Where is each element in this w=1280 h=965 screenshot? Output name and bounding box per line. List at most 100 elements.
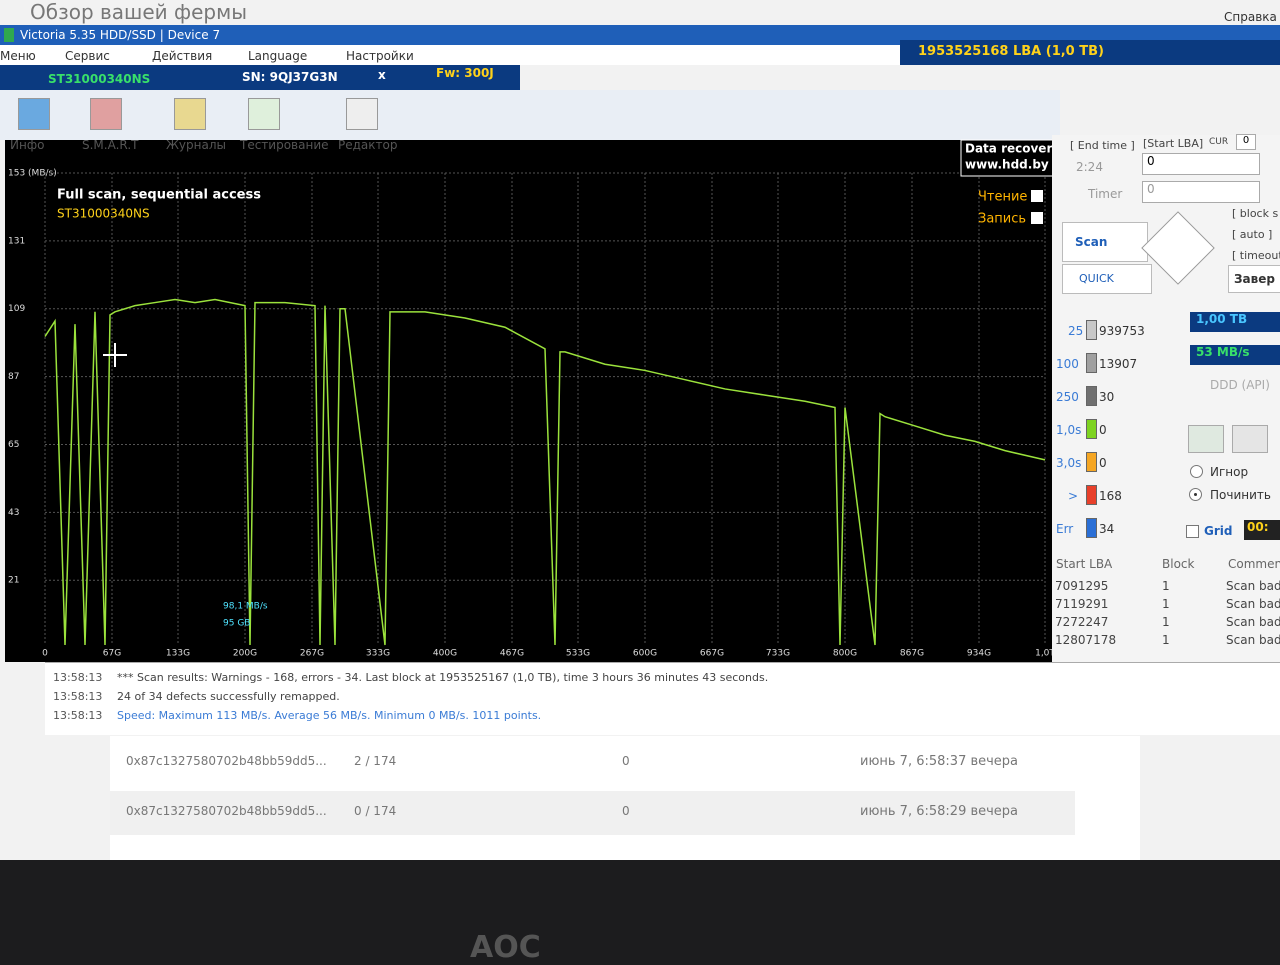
x-tick-label: 200G bbox=[233, 649, 257, 659]
checkbox[interactable] bbox=[1186, 525, 1199, 538]
log-panel: 13:58:13 *** Scan results: Warnings - 168… bbox=[45, 662, 1280, 735]
toolbar-icon[interactable] bbox=[248, 98, 280, 130]
table-cell: 0x87c1327580702b48bb59dd5... bbox=[126, 804, 327, 818]
toolbar-icon[interactable] bbox=[346, 98, 378, 130]
toolbar-label[interactable]: Тестирование bbox=[240, 138, 329, 152]
table-cell: 1 bbox=[1162, 615, 1170, 629]
x-tick-label: 934G bbox=[967, 649, 991, 659]
monitor-brand: AOC bbox=[470, 930, 541, 965]
field[interactable]: 0 bbox=[1142, 181, 1260, 203]
x-tick-label: 1,0T bbox=[1035, 649, 1055, 659]
play-button[interactable] bbox=[1188, 425, 1224, 453]
app-icon bbox=[4, 28, 14, 42]
table-cell: 1 bbox=[1162, 597, 1170, 611]
toolbar-label[interactable]: Редактор bbox=[338, 138, 398, 152]
legend-checkbox bbox=[1031, 212, 1043, 224]
x-tick-label: 800G bbox=[833, 649, 857, 659]
clock: 00: bbox=[1244, 520, 1280, 540]
time-field: 2:24 bbox=[1076, 160, 1103, 174]
block-swatch bbox=[1086, 518, 1097, 538]
block-label: 3,0s bbox=[1056, 456, 1082, 470]
table-header: Start LBA bbox=[1056, 557, 1113, 571]
quick-button[interactable]: QUICK bbox=[1062, 264, 1152, 294]
toolbar-label[interactable]: Журналы bbox=[166, 138, 226, 152]
toolbar-icon[interactable] bbox=[90, 98, 122, 130]
table-cell: июнь 7, 6:58:29 вечера bbox=[860, 804, 1019, 819]
toolbar bbox=[0, 90, 1060, 140]
radio-label: Починить bbox=[1210, 488, 1271, 502]
help-link[interactable]: Справка bbox=[1224, 10, 1277, 24]
menu-item[interactable]: Действия bbox=[152, 49, 213, 63]
block-label: 1,0s bbox=[1056, 423, 1082, 437]
row-background bbox=[110, 741, 1075, 785]
x-tick-label: 67G bbox=[103, 649, 121, 659]
annotation: 95 GB bbox=[223, 619, 250, 629]
table-cell: Scan bad bbox=[1226, 633, 1280, 647]
menu-item[interactable]: Сервис bbox=[65, 49, 110, 63]
log-time: 13:58:13 bbox=[53, 671, 103, 684]
option: [ block s bbox=[1232, 207, 1279, 220]
size-display: 1,00 TB bbox=[1190, 312, 1280, 332]
badge bbox=[960, 139, 1057, 177]
plot-background bbox=[5, 140, 1055, 662]
menu-item[interactable]: Меню bbox=[0, 49, 36, 63]
badge-text: www.hdd.by bbox=[965, 158, 1049, 172]
block-count: 0 bbox=[1099, 456, 1107, 470]
block-count: 13907 bbox=[1099, 357, 1138, 371]
label: [ End time ] bbox=[1070, 139, 1135, 152]
x-tick-label: 467G bbox=[500, 649, 524, 659]
menu-item[interactable]: Language bbox=[248, 49, 308, 63]
log-text: Speed: Maximum 113 MB/s. Average 56 MB/s… bbox=[117, 709, 542, 722]
y-tick-label: 43 bbox=[8, 508, 19, 518]
block-swatch bbox=[1086, 353, 1097, 373]
block-count: 34 bbox=[1099, 522, 1115, 536]
block-swatch bbox=[1086, 485, 1097, 505]
capacity-bar bbox=[900, 40, 1280, 65]
y-tick-label: 87 bbox=[8, 372, 19, 382]
table-header: Block bbox=[1162, 557, 1195, 571]
table-header: Commen bbox=[1228, 557, 1280, 571]
x-tick-label: 333G bbox=[366, 649, 390, 659]
table-cell: 0 / 174 bbox=[354, 804, 397, 818]
table-cell: 1 bbox=[1162, 633, 1170, 647]
log-text: 24 of 34 defects successfully remapped. bbox=[117, 690, 340, 703]
menu-bar bbox=[0, 45, 900, 65]
drive-bar bbox=[0, 65, 520, 90]
block-label: 25 bbox=[1068, 324, 1084, 338]
block-swatch bbox=[1086, 320, 1097, 340]
toolbar-label[interactable]: S.M.A.R.T bbox=[82, 138, 139, 152]
x-tick-label: 733G bbox=[766, 649, 790, 659]
radio[interactable] bbox=[1190, 465, 1203, 478]
drive-close[interactable]: x bbox=[378, 68, 386, 82]
finish-button[interactable]: Завер bbox=[1228, 265, 1280, 293]
scan-button[interactable]: Scan bbox=[1062, 222, 1148, 262]
table-cell: 7272247 bbox=[1055, 615, 1109, 629]
toolbar-icon[interactable] bbox=[18, 98, 50, 130]
label: [Start LBA] bbox=[1143, 137, 1204, 150]
y-tick-label: 65 bbox=[8, 440, 19, 450]
x-tick-label: 600G bbox=[633, 649, 657, 659]
back-button[interactable] bbox=[1232, 425, 1268, 453]
table-cell: Scan bad bbox=[1226, 615, 1280, 629]
table-cell: 7119291 bbox=[1055, 597, 1109, 611]
drive-firmware: Fw: 300J bbox=[436, 66, 494, 80]
option: [ timeout bbox=[1232, 249, 1280, 262]
toolbar-label[interactable]: Инфо bbox=[10, 138, 45, 152]
toolbar-icon[interactable] bbox=[174, 98, 206, 130]
field[interactable]: 0 bbox=[1142, 153, 1260, 175]
x-tick-label: 533G bbox=[566, 649, 590, 659]
y-tick-label: 153 (MB/s) bbox=[8, 169, 57, 179]
background-table: 0x87c1327580702b48bb59dd5... 2 / 174 0 июнь… bbox=[110, 736, 1140, 860]
x-tick-label: 867G bbox=[900, 649, 924, 659]
drive-serial: SN: 9QJ37G3N bbox=[242, 70, 338, 84]
radio[interactable] bbox=[1189, 488, 1202, 501]
chart-subtitle: ST31000340NS bbox=[57, 207, 150, 221]
speed-line bbox=[44, 298, 1046, 646]
table-cell: 0 bbox=[622, 754, 630, 768]
x-tick-label: 267G bbox=[300, 649, 324, 659]
menu-item[interactable]: Настройки bbox=[346, 49, 414, 63]
background-title: Обзор вашей фермы bbox=[30, 0, 247, 24]
label: CUR bbox=[1209, 137, 1229, 147]
block-count: 0 bbox=[1099, 423, 1107, 437]
